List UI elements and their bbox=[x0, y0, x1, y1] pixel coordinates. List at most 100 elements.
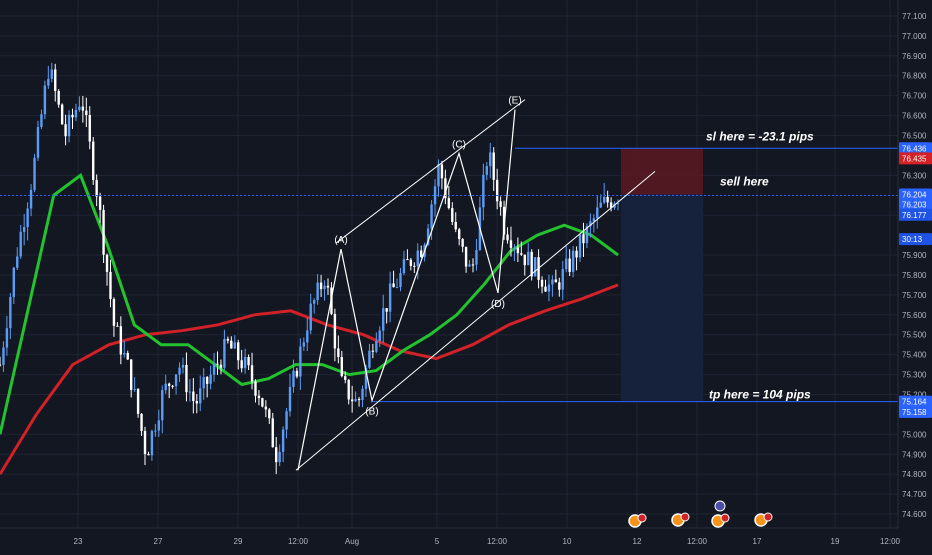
event-flag-icon bbox=[637, 513, 647, 523]
candle-body bbox=[426, 228, 430, 245]
candle-body bbox=[140, 413, 143, 431]
candle-body bbox=[447, 198, 451, 209]
candle-body bbox=[475, 249, 478, 265]
candle-body bbox=[88, 115, 91, 142]
candle-body bbox=[285, 411, 288, 430]
price-tick-label: 76.300 bbox=[902, 171, 927, 180]
candle-body bbox=[523, 254, 526, 266]
candle-body bbox=[212, 363, 216, 375]
candle-body bbox=[16, 256, 19, 268]
candle-body bbox=[316, 282, 319, 301]
price-tick-label: 74.600 bbox=[902, 510, 927, 519]
candle-body bbox=[454, 221, 457, 230]
candle-body bbox=[420, 250, 423, 257]
candle-body bbox=[181, 364, 185, 368]
candle-body bbox=[585, 226, 589, 244]
candle-body bbox=[202, 377, 205, 389]
time-tick-label: 27 bbox=[154, 537, 163, 546]
candle-body bbox=[288, 386, 292, 412]
candle-body bbox=[271, 418, 274, 448]
candle-body bbox=[347, 379, 350, 400]
candle-body bbox=[136, 388, 140, 414]
price-tick-label: 75.800 bbox=[902, 271, 927, 280]
candle-body bbox=[502, 206, 506, 235]
candle-body bbox=[571, 250, 575, 272]
candle-body bbox=[382, 308, 385, 331]
candle-body bbox=[457, 229, 461, 240]
candle-body bbox=[547, 284, 551, 292]
candle-body bbox=[513, 247, 516, 249]
sell-annotation: sell here bbox=[720, 174, 769, 188]
candle-body bbox=[364, 367, 368, 389]
event-icons[interactable] bbox=[628, 500, 773, 528]
candle-body bbox=[378, 330, 381, 342]
price-axis-bg bbox=[898, 0, 932, 550]
price-series bbox=[0, 62, 620, 475]
candle-body bbox=[36, 127, 40, 158]
candle-body bbox=[60, 104, 64, 125]
wave-label: (B) bbox=[365, 406, 378, 417]
candle-body bbox=[302, 342, 306, 347]
time-axis[interactable]: 23 27 29 12:00 Aug 5 12:00 10 12 12:00 17 19 12:00 bbox=[0, 527, 901, 546]
sl-annotation: sl here = -23.1 pips bbox=[706, 129, 814, 143]
candle-body bbox=[489, 152, 492, 167]
candle-body bbox=[492, 152, 495, 180]
candle-body bbox=[295, 370, 299, 377]
take-profit-zone bbox=[621, 194, 703, 402]
price-tag bbox=[899, 208, 932, 221]
candle-body bbox=[12, 267, 16, 297]
candle-body bbox=[606, 196, 609, 203]
price-tick-label: 76.800 bbox=[902, 72, 927, 81]
price-tick-label: 75.300 bbox=[902, 371, 927, 380]
candle-body bbox=[185, 364, 188, 393]
candle-body bbox=[596, 207, 599, 219]
wave-label: (D) bbox=[491, 299, 505, 310]
candle-body bbox=[226, 338, 230, 341]
candle-body bbox=[192, 391, 195, 402]
time-tick-label: 17 bbox=[753, 537, 762, 546]
candle-body bbox=[416, 250, 419, 267]
candle-body bbox=[464, 246, 468, 267]
candle-body bbox=[109, 271, 112, 300]
price-axis[interactable]: 77.100 77.000 76.900 76.800 76.700 76.600 76.5… bbox=[897, 0, 932, 550]
candle-body bbox=[129, 359, 133, 390]
candle-body bbox=[485, 166, 489, 175]
candle-body bbox=[409, 259, 413, 266]
candle-body bbox=[281, 429, 285, 452]
candle-body bbox=[371, 350, 375, 352]
level-annotations: sl here = -23.1 pips sell here tp here = 1… bbox=[706, 129, 814, 401]
candle-body bbox=[437, 164, 440, 187]
price-tick-label: 75.500 bbox=[902, 331, 927, 340]
time-tick-label: 12:00 bbox=[487, 537, 508, 546]
candle-body bbox=[306, 330, 309, 343]
candle-body bbox=[205, 377, 209, 384]
candle-body bbox=[589, 221, 592, 227]
slow-ma-line bbox=[0, 283, 619, 475]
candle-body bbox=[388, 283, 392, 312]
candle-body bbox=[19, 231, 22, 257]
price-tag bbox=[899, 395, 932, 408]
price-tag bbox=[899, 188, 932, 201]
wave-label: (E) bbox=[508, 96, 521, 107]
candle-body bbox=[506, 234, 509, 241]
candle-body bbox=[319, 282, 323, 290]
candle-body bbox=[340, 357, 343, 377]
candle-body bbox=[195, 401, 198, 404]
candle-body bbox=[119, 326, 123, 355]
time-tick-label: Aug bbox=[345, 537, 359, 546]
candle-body bbox=[147, 454, 150, 456]
position-zones bbox=[621, 148, 703, 402]
wave-path bbox=[297, 109, 516, 471]
candle-body bbox=[33, 157, 36, 190]
candle-body bbox=[509, 240, 513, 248]
candle-body bbox=[440, 164, 444, 179]
candle-body bbox=[123, 352, 126, 355]
candle-body bbox=[161, 390, 164, 421]
candle-body bbox=[499, 201, 502, 207]
time-tick-label: 12:00 bbox=[288, 537, 309, 546]
price-tick-label: 77.000 bbox=[902, 32, 927, 41]
candle-body bbox=[250, 365, 254, 382]
candle-body bbox=[357, 399, 361, 401]
